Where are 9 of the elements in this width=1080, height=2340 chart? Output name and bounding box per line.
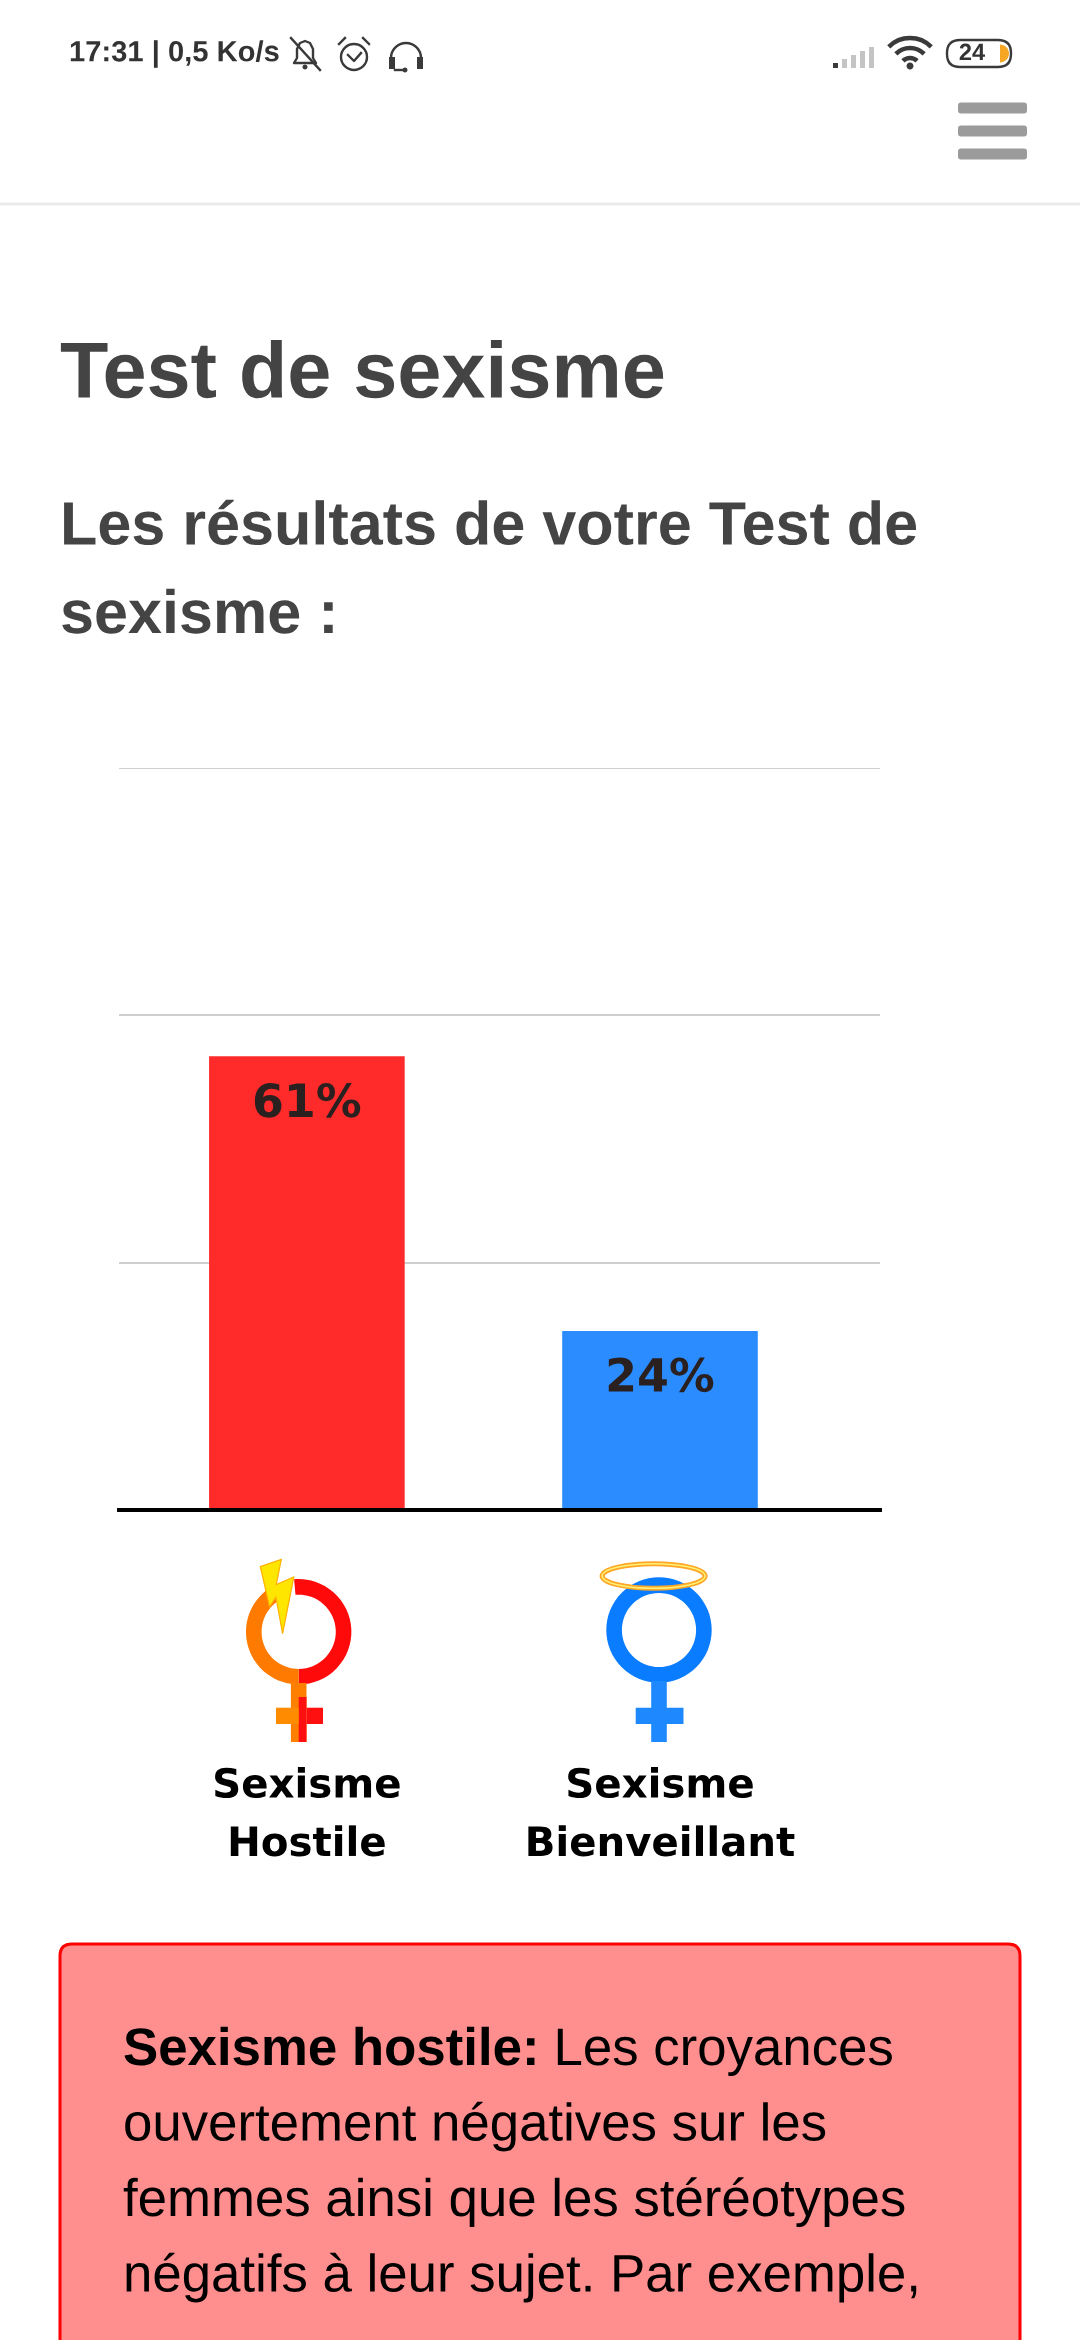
data-label: 61% <box>254 1083 361 1118</box>
text: Sexisme hostile: <box>124 2026 535 2066</box>
chart-title: Test de sexisme <box>60 340 664 399</box>
text: 17:31 | 0,5 Ko/s <box>70 40 279 68</box>
data-label: 24% <box>608 1357 714 1393</box>
x-tick-label: Sexisme Bienveillant <box>528 1766 795 1857</box>
chart-subtitle: Les résultats de votre Test de sexisme : <box>62 499 917 634</box>
x-tick-label: Sexisme Hostile <box>215 1766 400 1857</box>
text: 24 <box>959 43 986 61</box>
